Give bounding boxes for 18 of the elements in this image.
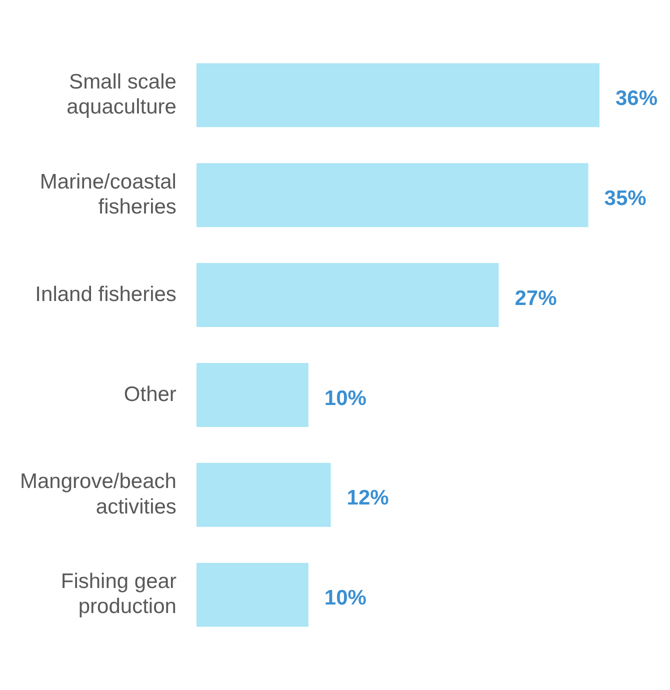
data-label: 35% xyxy=(604,186,647,210)
bar xyxy=(196,163,588,228)
y-tick-label: Inland fisheries xyxy=(35,282,176,306)
data-label: 10% xyxy=(324,586,367,610)
bar xyxy=(196,362,308,427)
y-tick-label: Small scale aquaculture xyxy=(66,70,176,119)
y-tick-label: Marine/coastal fisheries xyxy=(40,170,176,218)
y-tick-label: Other xyxy=(124,382,176,406)
bar xyxy=(196,263,499,328)
data-label: 12% xyxy=(346,486,390,510)
bar xyxy=(196,462,331,527)
data-label: 27% xyxy=(514,286,558,310)
bar xyxy=(196,562,308,627)
y-tick-label: Mangrove/beach activities xyxy=(20,470,176,518)
data-label: 36% xyxy=(615,86,658,110)
data-label: 10% xyxy=(324,386,367,410)
y-tick-label: Fishing gear production xyxy=(60,570,176,618)
bar xyxy=(196,63,600,128)
